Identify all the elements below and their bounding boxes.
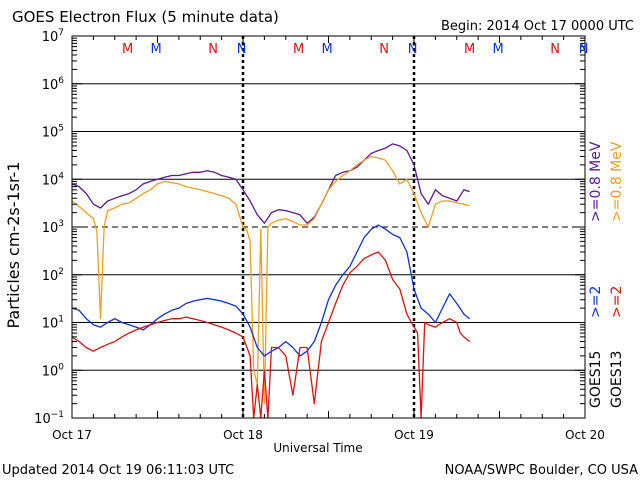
y-tick-label: 102 [42,267,64,284]
grid-lines [72,36,585,418]
marker-label: N [379,42,389,57]
x-tick-label: Oct 17 [52,428,92,442]
y-tick-label: 105 [42,124,64,141]
x-axis-label: Universal Time [273,441,362,455]
legend-label: >=0.8 MeV [588,141,604,222]
axis-ticks: 10−1 100 101 102 103 104 105 106 107 Oct 17 Oct 18… [34,28,605,442]
marker-label: N [208,42,218,57]
x-tick-label: Oct 20 [565,428,605,442]
marker-label: M [150,42,161,57]
series-line-0 [71,143,470,224]
data-source: NOAA/SWPC Boulder, CO USA [445,463,638,478]
y-tick-label: 103 [42,219,64,236]
y-axis-label: Particles cm-2s-1sr-1 [4,161,23,328]
marker-label: N [408,42,418,57]
marker-label: M [464,42,475,57]
marker-label: M [492,42,503,57]
series-line-1 [71,155,470,405]
marker-label: N [550,42,560,57]
legend-label: >=2 [588,286,604,318]
y-tick-label: 100 [42,362,65,379]
updated-timestamp: Updated 2014 Oct 19 06:11:03 UTC [2,463,234,478]
y-tick-label: 101 [42,315,64,332]
right-legend: GOES15 >=2 >=0.8 MeV GOES13 >=2 >=0.8 MeV [588,141,625,408]
marker-label: M [122,42,133,57]
y-tick-label: 10−1 [34,410,64,427]
marker-label: N [579,42,589,57]
legend-label: >=0.8 MeV [609,141,625,222]
series-line-3 [71,251,471,419]
y-tick-label: 106 [42,76,65,93]
y-tick-label: 107 [42,28,64,45]
series-line-2 [71,224,471,357]
begin-time: Begin: 2014 Oct 17 0000 UTC [441,19,634,34]
legend-label: >=2 [609,286,625,318]
plot-frame [71,35,586,419]
x-tick-label: Oct 19 [394,428,434,442]
chart-title: GOES Electron Flux (5 minute data) [12,8,279,26]
legend-label: GOES13 [609,351,625,408]
y-tick-label: 104 [42,171,65,188]
marker-label: M [293,42,304,57]
plot-border [71,35,586,419]
marker-label: N [237,42,247,57]
marker-label: M [321,42,332,57]
legend-label: GOES15 [588,351,604,408]
x-tick-label: Oct 18 [223,428,263,442]
data-series [71,143,471,419]
